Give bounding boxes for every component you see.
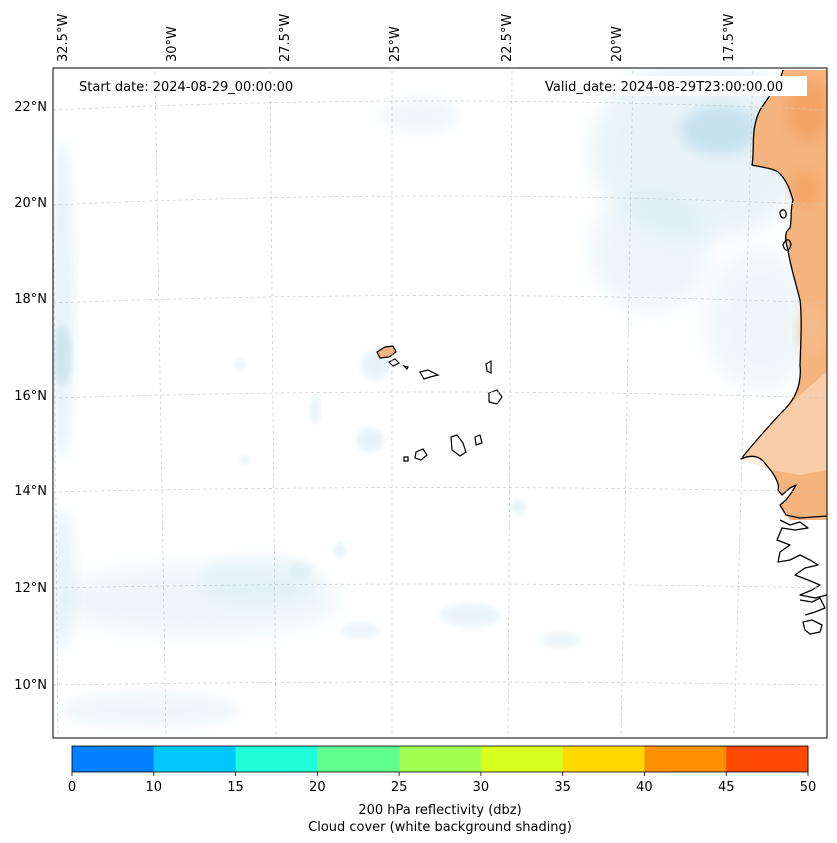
latitude-label: 22°N — [14, 100, 47, 115]
colorbar-tick-label: 20 — [309, 780, 326, 795]
graticule — [53, 68, 827, 738]
longitude-label: 25°W — [388, 26, 403, 62]
island-sao-nicolau — [419, 369, 440, 380]
latitude-label: 12°N — [14, 581, 47, 596]
longitude-label: 27.5°W — [278, 14, 293, 62]
colorbar-segment — [399, 746, 482, 772]
colorbar-tick-label: 30 — [473, 780, 490, 795]
island-santa-luzia — [402, 364, 409, 371]
colorbar-tick-label: 50 — [800, 780, 817, 795]
longitude-label: 17.5°W — [722, 14, 737, 62]
parallel-line — [53, 391, 827, 399]
cape-verde-islands — [376, 345, 503, 462]
island-brava — [403, 456, 409, 462]
valid-date-label: Valid_date: 2024-08-29T23:00:00.00 — [545, 80, 783, 95]
start-date-label: Start date: 2024-08-29_00:00:00 — [79, 80, 293, 95]
island-sao-vicente — [387, 358, 401, 367]
island-santo-antao — [376, 345, 397, 359]
colorbar-segment — [644, 746, 727, 772]
colorbar-label-line2: Cloud cover (white background shading) — [308, 820, 572, 835]
parallel-line — [53, 100, 827, 111]
cloud-cover-shading — [53, 68, 815, 728]
colorbar-segment — [726, 746, 809, 772]
colorbar-tick-label: 40 — [636, 780, 653, 795]
colorbar-segment — [72, 746, 155, 772]
meridian-line — [507, 68, 513, 738]
longitude-label: 32.5°W — [56, 14, 71, 62]
valid-date-box — [539, 76, 807, 96]
meridian-line — [269, 68, 277, 738]
colorbar-tick-label: 0 — [68, 780, 76, 795]
longitude-label: 22.5°W — [500, 14, 515, 62]
island-maio — [474, 434, 483, 446]
latitude-label: 18°N — [14, 292, 47, 307]
colorbar-segment — [562, 746, 645, 772]
colorbar-tick-label: 25 — [391, 780, 408, 795]
colorbar-segment — [235, 746, 318, 772]
parallel-line — [53, 583, 827, 589]
colorbar-tick-label: 45 — [718, 780, 735, 795]
parallel-line — [53, 681, 827, 686]
meridian-line — [53, 140, 59, 738]
colorbar-label-line1: 200 hPa reflectivity (dbz) — [358, 803, 521, 818]
land-high-value-patch — [791, 172, 819, 208]
colorbar-segment — [153, 746, 237, 772]
meridian-line — [733, 68, 754, 738]
latitude-label: 14°N — [14, 484, 47, 499]
start-date-box — [73, 76, 318, 96]
longitude-labels: 32.5°W 30°W 27.5°W 25°W 22.5°W 20°W 17.5°W — [56, 14, 737, 62]
island-boa-vista — [488, 389, 503, 405]
island-fogo — [414, 448, 428, 461]
parallel-line — [53, 195, 827, 206]
map-frame — [52, 67, 828, 739]
colorbar-segment — [480, 746, 564, 772]
colorbar-tick-label: 10 — [146, 780, 163, 795]
colorbar-tick-label: 15 — [227, 780, 244, 795]
meridian-line — [154, 68, 167, 738]
colorbar-frame — [71, 745, 809, 773]
island-sal — [485, 359, 492, 374]
latitude-labels: 22°N 20°N 18°N 16°N 14°N 12°N 10°N — [14, 100, 47, 693]
latitude-label: 10°N — [14, 678, 47, 693]
colorbar-tick-label: 35 — [554, 780, 571, 795]
longitude-label: 20°W — [610, 26, 625, 62]
land-high-value-patch — [798, 305, 826, 355]
latitude-label: 20°N — [14, 196, 47, 211]
island-santiago — [450, 434, 467, 457]
land-transition-shading — [741, 372, 827, 475]
colorbar-segment — [317, 746, 400, 772]
latitude-label: 16°N — [14, 389, 47, 404]
colorbar: 0 10 15 20 25 30 35 40 45 50 — [68, 745, 817, 795]
meridian-line — [620, 68, 634, 738]
parallel-line — [53, 487, 827, 493]
longitude-label: 30°W — [165, 26, 180, 62]
parallel-line — [53, 295, 827, 304]
